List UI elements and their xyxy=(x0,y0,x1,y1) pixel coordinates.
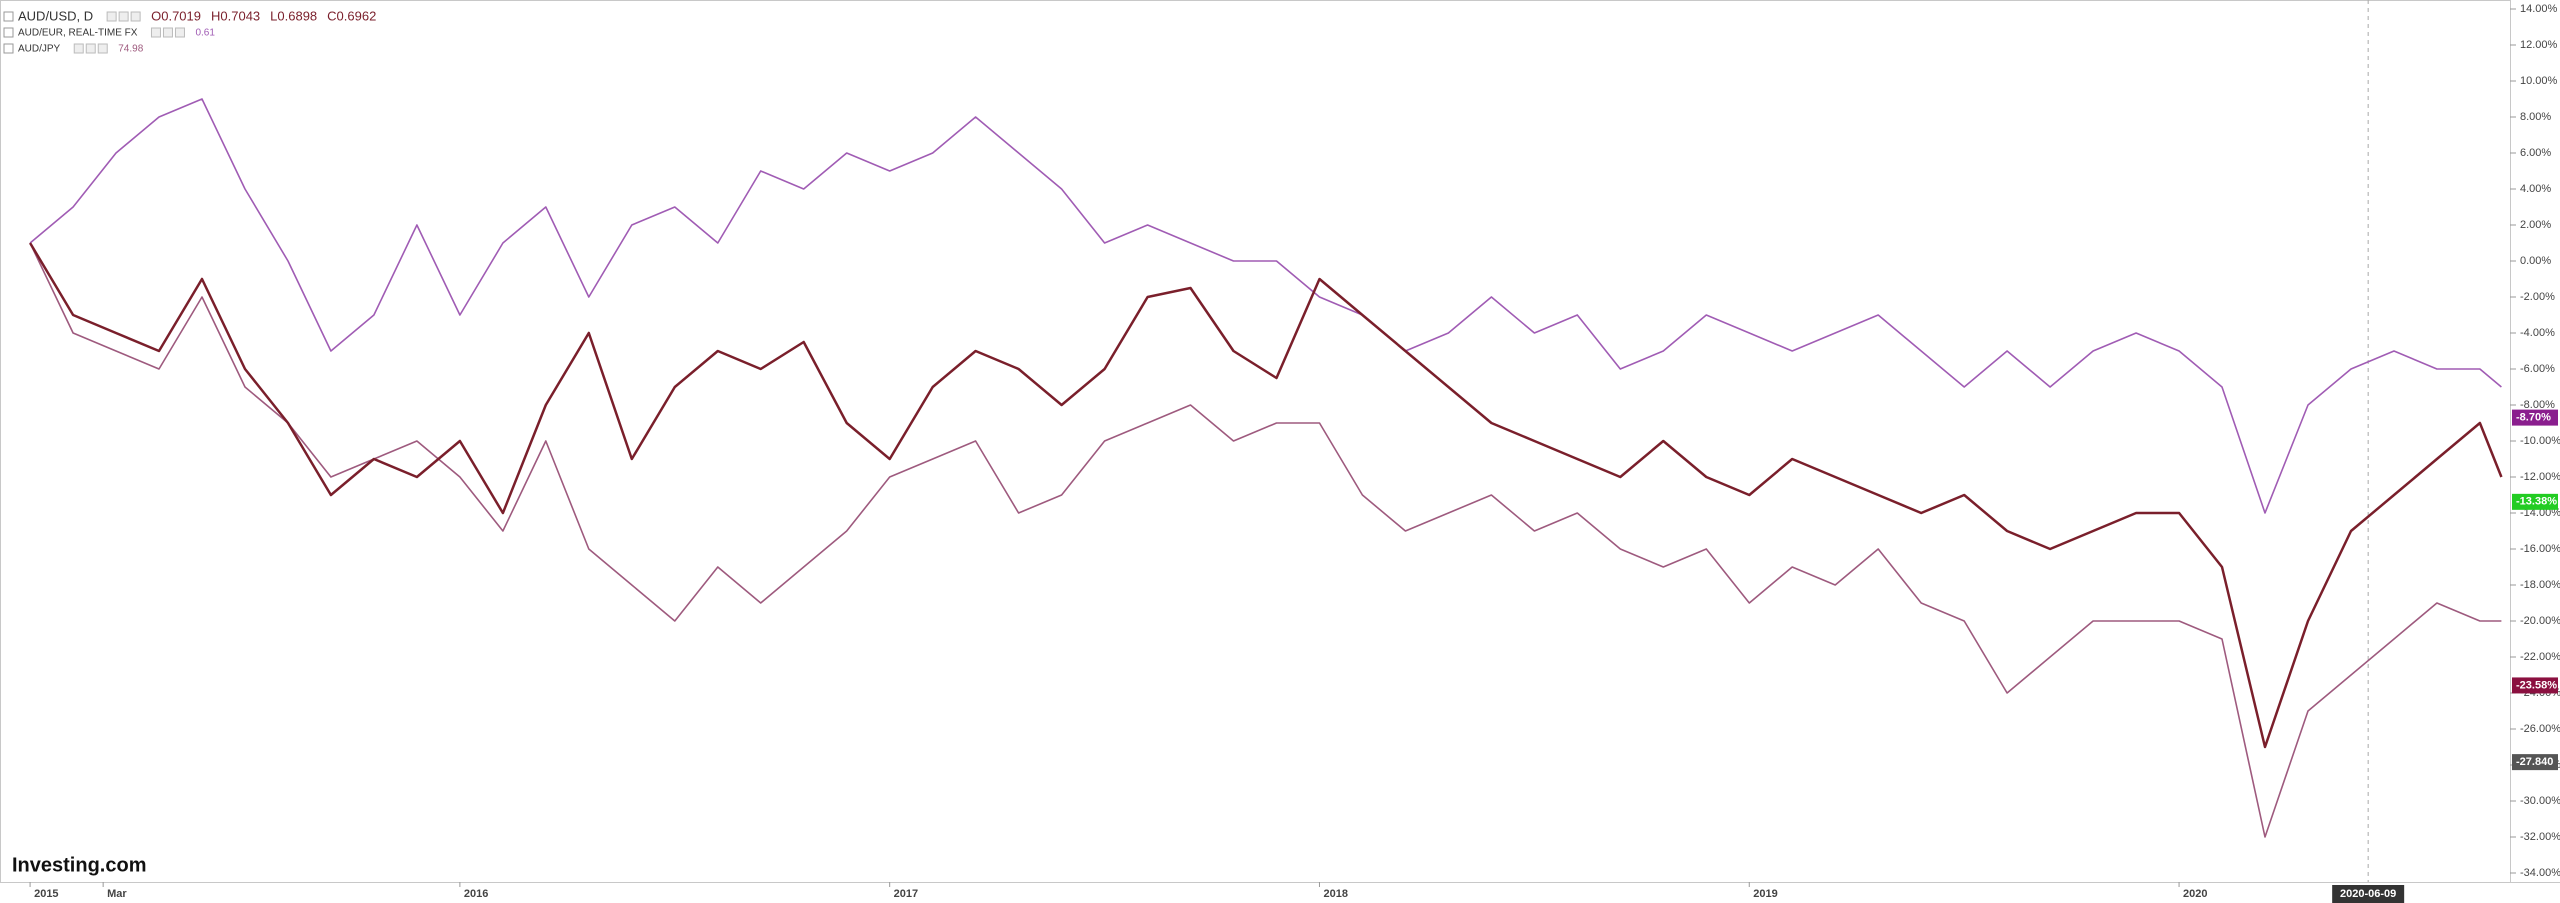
y-tick-label: 2.00% xyxy=(2520,219,2551,231)
y-tick-label: -4.00% xyxy=(2520,327,2555,339)
legend-value: C0.6962 xyxy=(327,8,376,23)
crosshair-badge xyxy=(2332,885,2405,903)
y-tick-label: -18.00% xyxy=(2520,579,2560,591)
legend-value: 74.98 xyxy=(118,44,143,55)
y-tick-label: -26.00% xyxy=(2520,723,2560,735)
y-tick-label: -2.00% xyxy=(2520,291,2555,303)
y-tick-label: -12.00% xyxy=(2520,471,2560,483)
price-badge xyxy=(2512,754,2558,771)
y-tick-label: -20.00% xyxy=(2520,615,2560,627)
legend-name: AUD/USD, D xyxy=(18,8,93,23)
y-tick-label: 12.00% xyxy=(2520,39,2558,51)
x-tick-label: Mar xyxy=(107,888,127,900)
y-tick-label: -30.00% xyxy=(2520,795,2560,807)
legend-icon xyxy=(97,43,108,54)
price-badge-label: -27.840 xyxy=(2516,756,2553,768)
y-tick-label: -22.00% xyxy=(2520,651,2560,663)
legend-icon xyxy=(85,43,96,54)
y-tick-label: -10.00% xyxy=(2520,435,2560,447)
y-tick-label: -16.00% xyxy=(2520,543,2560,555)
y-tick-label: 6.00% xyxy=(2520,147,2551,159)
legend-toggle xyxy=(3,27,14,38)
legend-icon xyxy=(73,43,84,54)
legend-value: H0.7043 xyxy=(211,8,260,23)
x-tick-label: 2020 xyxy=(2183,888,2207,900)
legend-toggle xyxy=(3,43,14,54)
y-tick-label: 4.00% xyxy=(2520,183,2551,195)
x-tick-label: 2018 xyxy=(1323,888,1347,900)
legend-icon xyxy=(162,27,173,38)
series-line xyxy=(29,98,2502,514)
y-tick-label: -34.00% xyxy=(2520,867,2560,879)
y-tick-label: 14.00% xyxy=(2520,3,2558,15)
price-badge-label: -13.38% xyxy=(2516,496,2557,508)
x-tick-label: 2015 xyxy=(34,888,58,900)
legend-icon xyxy=(106,11,117,22)
y-tick-label: -32.00% xyxy=(2520,831,2560,843)
y-tick-label: -6.00% xyxy=(2520,363,2555,375)
legend-value: 0.61 xyxy=(195,28,215,39)
y-tick-label: 10.00% xyxy=(2520,75,2558,87)
legend-icon xyxy=(174,27,185,38)
legend-icon xyxy=(150,27,161,38)
y-tick-label: 0.00% xyxy=(2520,255,2551,267)
y-tick-label: 8.00% xyxy=(2520,111,2551,123)
crosshair-label: 2020-06-09 xyxy=(2340,888,2396,900)
x-tick-label: 2019 xyxy=(1753,888,1777,900)
legend-icon xyxy=(130,11,141,22)
legend-icon xyxy=(118,11,129,22)
x-tick-label: 2017 xyxy=(894,888,918,900)
legend-name: AUD/JPY xyxy=(18,44,61,55)
series-line xyxy=(29,242,2502,838)
y-tick-label: -14.00% xyxy=(2520,507,2560,519)
x-tick-label: 2016 xyxy=(464,888,488,900)
price-badge-label: -23.58% xyxy=(2516,679,2557,691)
price-badge-label: -8.70% xyxy=(2516,412,2551,424)
plot-frame xyxy=(0,0,2511,883)
y-tick-label: -8.00% xyxy=(2520,399,2555,411)
price-badge xyxy=(2512,677,2558,694)
price-badge xyxy=(2512,493,2558,510)
legend-toggle xyxy=(3,11,14,22)
legend-value: L0.6898 xyxy=(270,8,317,23)
legend-name: AUD/EUR, REAL-TIME FX xyxy=(18,28,138,39)
series-line xyxy=(29,242,2503,749)
logo: Investing.com xyxy=(12,854,146,876)
legend-value: O0.7019 xyxy=(151,8,201,23)
price-badge xyxy=(2512,409,2558,426)
